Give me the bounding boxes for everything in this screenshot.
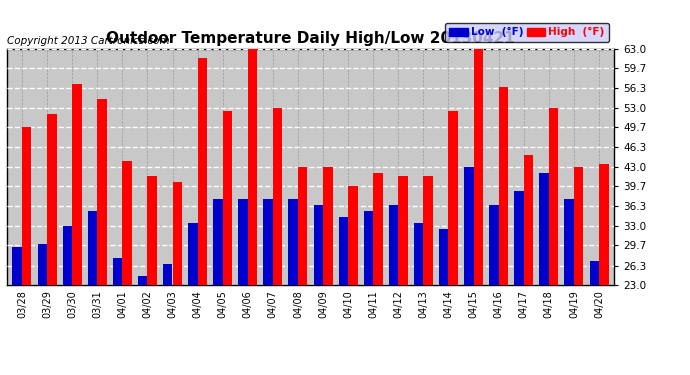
Bar — [72, 84, 81, 285]
Bar — [364, 211, 373, 285]
Bar — [339, 217, 348, 285]
Bar — [313, 205, 323, 285]
Bar — [238, 200, 248, 285]
Bar — [549, 108, 558, 285]
Bar — [163, 264, 172, 285]
Bar — [574, 167, 584, 285]
Bar — [599, 164, 609, 285]
Legend: Low  (°F), High  (°F): Low (°F), High (°F) — [445, 23, 609, 42]
Bar — [540, 173, 549, 285]
Bar — [188, 223, 197, 285]
Bar — [473, 46, 483, 285]
Bar — [264, 200, 273, 285]
Bar — [388, 205, 398, 285]
Bar — [248, 49, 257, 285]
Bar — [499, 87, 509, 285]
Bar — [489, 205, 499, 285]
Bar — [197, 58, 207, 285]
Bar — [323, 167, 333, 285]
Bar — [88, 211, 97, 285]
Bar — [213, 200, 223, 285]
Bar — [12, 247, 22, 285]
Bar — [288, 200, 298, 285]
Bar — [122, 161, 132, 285]
Bar — [524, 155, 533, 285]
Bar — [63, 226, 72, 285]
Bar — [47, 114, 57, 285]
Bar — [112, 258, 122, 285]
Bar — [138, 276, 148, 285]
Bar — [223, 111, 233, 285]
Bar — [373, 173, 383, 285]
Bar — [464, 167, 473, 285]
Bar — [148, 176, 157, 285]
Bar — [589, 261, 599, 285]
Bar — [22, 127, 32, 285]
Bar — [97, 99, 107, 285]
Text: Copyright 2013 Cartronics.com: Copyright 2013 Cartronics.com — [7, 36, 170, 46]
Bar — [564, 200, 574, 285]
Title: Outdoor Temperature Daily High/Low 20130421: Outdoor Temperature Daily High/Low 20130… — [106, 31, 515, 46]
Bar — [273, 108, 282, 285]
Bar — [448, 111, 458, 285]
Bar — [172, 182, 182, 285]
Bar — [348, 186, 357, 285]
Bar — [424, 176, 433, 285]
Bar — [414, 223, 424, 285]
Bar — [514, 190, 524, 285]
Bar — [439, 229, 449, 285]
Bar — [37, 244, 47, 285]
Bar — [298, 167, 308, 285]
Bar — [398, 176, 408, 285]
